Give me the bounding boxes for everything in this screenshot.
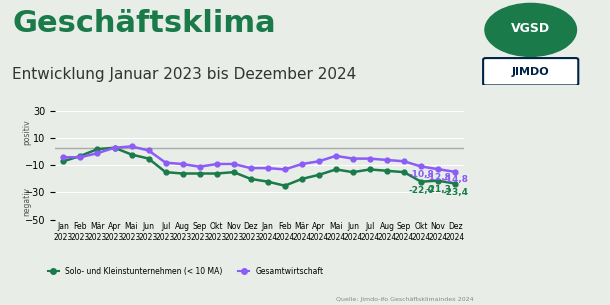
FancyBboxPatch shape xyxy=(483,58,578,85)
Text: -10,8: -10,8 xyxy=(408,170,434,179)
Text: positiv: positiv xyxy=(22,119,30,145)
Text: Quelle: Jimdo-ifo Geschäftsklimaindex 2024: Quelle: Jimdo-ifo Geschäftsklimaindex 20… xyxy=(336,297,473,302)
Text: Geschäftsklima: Geschäftsklima xyxy=(12,9,276,38)
Text: -14,8: -14,8 xyxy=(442,175,468,184)
Text: -23,4: -23,4 xyxy=(442,188,468,197)
Text: -12,8: -12,8 xyxy=(425,173,451,181)
Text: -21,3: -21,3 xyxy=(425,185,451,195)
Ellipse shape xyxy=(485,3,576,56)
Text: -22,0: -22,0 xyxy=(408,186,434,196)
Text: JIMDO: JIMDO xyxy=(512,67,550,77)
Legend: Solo- und Kleinstunternehmen (< 10 MA), Gesamtwirtschaft: Solo- und Kleinstunternehmen (< 10 MA), … xyxy=(45,264,327,279)
Text: negativ: negativ xyxy=(22,187,30,216)
Text: VGSD: VGSD xyxy=(511,22,550,35)
Text: Entwicklung Januar 2023 bis Dezember 2024: Entwicklung Januar 2023 bis Dezember 202… xyxy=(12,67,356,82)
